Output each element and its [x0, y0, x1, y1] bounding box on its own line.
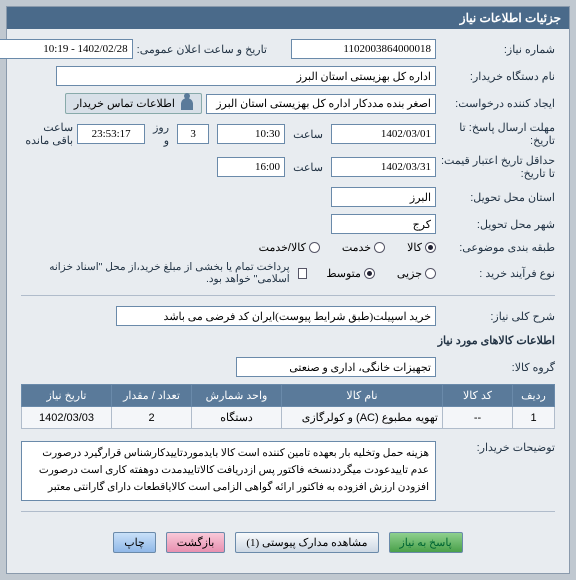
cat-goods-label: کالا	[407, 241, 422, 254]
row-deadline: مهلت ارسال پاسخ: تا تاریخ: ساعت روز و سا…	[21, 121, 555, 147]
proc-medium-radio[interactable]: متوسط	[326, 267, 375, 280]
category-radio-group: کالا خدمت کالا/خدمت	[259, 241, 436, 254]
cell-name: تهویه مطبوع (AC) و کولرگازی	[282, 407, 443, 429]
th-row: ردیف	[513, 385, 555, 407]
requester-label: ایجاد کننده درخواست:	[440, 97, 555, 110]
pub-date-label: تاریخ و ساعت اعلان عمومی:	[137, 43, 267, 56]
radio-icon	[364, 268, 375, 279]
contact-label: اطلاعات تماس خریدار	[74, 98, 175, 110]
payment-checkbox[interactable]	[298, 268, 307, 279]
deadline-label: مهلت ارسال پاسخ: تا تاریخ:	[440, 121, 555, 147]
city-field[interactable]	[331, 214, 436, 234]
footer-buttons: پاسخ به نیاز مشاهده مدارک پیوستی (1) باز…	[21, 522, 555, 563]
validity-label: حداقل تاریخ اعتبار قیمت: تا تاریخ:	[440, 154, 555, 180]
proc-small-radio[interactable]: جزیی	[397, 267, 436, 280]
back-button[interactable]: بازگشت	[166, 532, 226, 553]
panel-title: جزئیات اطلاعات نیاز	[7, 7, 569, 29]
row-buyer: نام دستگاه خریدار:	[21, 66, 555, 86]
th-unit: واحد شمارش	[192, 385, 282, 407]
contact-info-button[interactable]: اطلاعات تماس خریدار	[65, 93, 202, 114]
respond-button[interactable]: پاسخ به نیاز	[389, 532, 463, 553]
days-label: روز و	[153, 121, 169, 147]
separator-2	[21, 511, 555, 512]
validity-date-field[interactable]	[331, 157, 436, 177]
notes-field[interactable]: هزینه حمل وتخلیه بار بعهده تامین کننده ا…	[21, 441, 436, 501]
validity-time-field[interactable]	[217, 157, 285, 177]
radio-icon	[425, 242, 436, 253]
row-group: گروه کالا:	[21, 357, 555, 377]
cell-unit: دستگاه	[192, 407, 282, 429]
desc-field[interactable]	[116, 306, 436, 326]
process-label: نوع فرآیند خرید :	[440, 267, 555, 280]
radio-icon	[309, 242, 320, 253]
attachments-button[interactable]: مشاهده مدارک پیوستی (1)	[235, 532, 378, 553]
group-field[interactable]	[236, 357, 436, 377]
need-no-field[interactable]	[291, 39, 436, 59]
row-requester: ایجاد کننده درخواست: اطلاعات تماس خریدار	[21, 93, 555, 114]
goods-table: ردیف کد کالا نام کالا واحد شمارش تعداد /…	[21, 384, 555, 429]
separator-1	[21, 295, 555, 296]
deadline-time-field[interactable]	[217, 124, 285, 144]
category-label: طبقه بندی موضوعی:	[440, 241, 555, 254]
cell-qty: 2	[112, 407, 192, 429]
th-code: کد کالا	[443, 385, 513, 407]
notes-label: توضیحات خریدار:	[440, 441, 555, 454]
cell-row: 1	[513, 407, 555, 429]
cat-service-label: خدمت	[342, 241, 371, 254]
days-field[interactable]	[177, 124, 209, 144]
th-qty: تعداد / مقدار	[112, 385, 192, 407]
cat-gs-radio[interactable]: کالا/خدمت	[259, 241, 320, 254]
cell-code: --	[443, 407, 513, 429]
row-need-no: شماره نیاز: تاریخ و ساعت اعلان عمومی:	[21, 39, 555, 59]
cat-goods-radio[interactable]: کالا	[407, 241, 436, 254]
province-label: استان محل تحویل:	[440, 191, 555, 204]
time-label-1: ساعت	[293, 128, 323, 141]
requester-field[interactable]	[206, 94, 436, 114]
row-category: طبقه بندی موضوعی: کالا خدمت کالا/خدمت	[21, 241, 555, 254]
panel-body: شماره نیاز: تاریخ و ساعت اعلان عمومی: نا…	[7, 29, 569, 573]
city-label: شهر محل تحویل:	[440, 218, 555, 231]
remain-label: ساعت باقی مانده	[21, 121, 73, 147]
table-row[interactable]: 1 -- تهویه مطبوع (AC) و کولرگازی دستگاه …	[22, 407, 555, 429]
row-process: نوع فرآیند خرید : جزیی متوسط پرداخت تمام…	[21, 261, 555, 285]
need-no-label: شماره نیاز:	[440, 43, 555, 56]
row-city: شهر محل تحویل:	[21, 214, 555, 234]
buyer-label: نام دستگاه خریدار:	[440, 70, 555, 83]
th-name: نام کالا	[282, 385, 443, 407]
proc-small-label: جزیی	[397, 267, 422, 280]
proc-medium-label: متوسط	[326, 267, 361, 280]
pub-date-field[interactable]	[0, 39, 133, 59]
row-notes: توضیحات خریدار: هزینه حمل وتخلیه بار بعه…	[21, 441, 555, 501]
deadline-date-field[interactable]	[331, 124, 436, 144]
radio-icon	[374, 242, 385, 253]
details-panel: جزئیات اطلاعات نیاز شماره نیاز: تاریخ و …	[6, 6, 570, 574]
radio-icon	[425, 268, 436, 279]
payment-note: پرداخت تمام یا بخشی از مبلغ خرید،از محل …	[25, 261, 290, 285]
process-radio-group: جزیی متوسط	[326, 267, 436, 280]
goods-section-title: اطلاعات کالاهای مورد نیاز	[21, 334, 555, 347]
cat-gs-label: کالا/خدمت	[259, 241, 306, 254]
desc-label: شرح کلی نیاز:	[440, 310, 555, 323]
row-validity: حداقل تاریخ اعتبار قیمت: تا تاریخ: ساعت	[21, 154, 555, 180]
group-label: گروه کالا:	[440, 361, 555, 374]
row-province: استان محل تحویل:	[21, 187, 555, 207]
table-header-row: ردیف کد کالا نام کالا واحد شمارش تعداد /…	[22, 385, 555, 407]
cat-service-radio[interactable]: خدمت	[342, 241, 385, 254]
cell-date: 1402/03/03	[22, 407, 112, 429]
person-icon	[181, 98, 193, 110]
province-field[interactable]	[331, 187, 436, 207]
buyer-field[interactable]	[56, 66, 436, 86]
print-button[interactable]: چاپ	[113, 532, 156, 553]
th-date: تاریخ نیاز	[22, 385, 112, 407]
row-desc: شرح کلی نیاز:	[21, 306, 555, 326]
remain-time-field[interactable]	[77, 124, 145, 144]
time-label-2: ساعت	[293, 161, 323, 174]
